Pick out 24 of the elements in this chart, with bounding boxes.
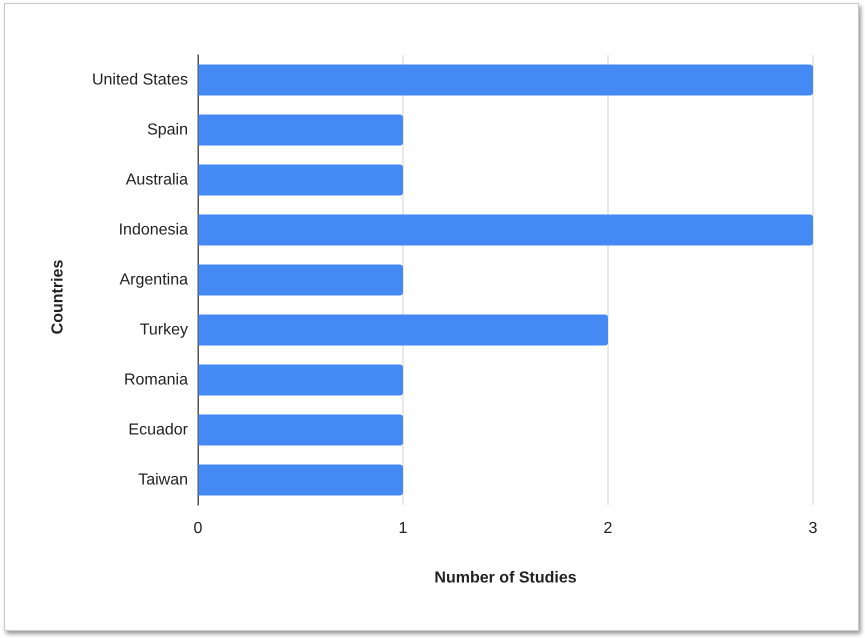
y-tick-label: Spain	[147, 121, 188, 138]
y-axis-title: Countries	[49, 260, 66, 334]
bar	[198, 414, 403, 446]
y-tick-label: United States	[92, 71, 188, 88]
bar	[198, 64, 813, 96]
y-tick-label: Taiwan	[138, 471, 188, 488]
bar	[198, 364, 403, 396]
y-tick-label: Ecuador	[128, 421, 189, 438]
y-tick-label: Australia	[126, 171, 188, 188]
y-tick-label: Turkey	[140, 321, 188, 338]
x-tick-label: 1	[398, 520, 408, 538]
x-tick-label: 2	[604, 520, 613, 538]
y-tick-label: Romania	[124, 371, 188, 388]
bar	[198, 114, 403, 146]
y-tick-label: Argentina	[120, 271, 188, 288]
bar	[198, 464, 403, 496]
y-tick-label: Indonesia	[118, 221, 188, 238]
bar	[198, 214, 813, 246]
x-tick-label: 0	[194, 520, 203, 538]
x-tick-label: 3	[808, 520, 818, 538]
bar	[198, 264, 403, 296]
bar	[198, 164, 403, 196]
x-axis-title: Number of Studies	[434, 569, 577, 586]
bar	[198, 314, 608, 346]
